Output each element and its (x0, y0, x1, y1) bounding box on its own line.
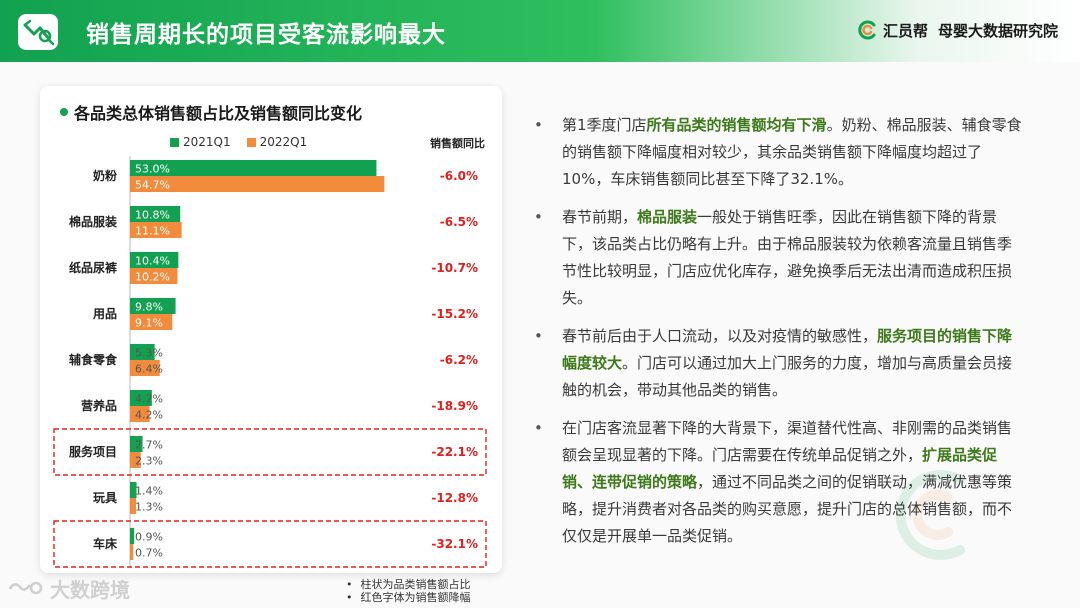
data-label-2021q1: 53.0% (135, 163, 170, 176)
legend-label-a: 2021Q1 (183, 135, 231, 149)
watermark-text: 大数跨境 (50, 578, 130, 602)
bar-2021q1 (130, 252, 179, 268)
data-label-2022q1: 54.7% (135, 179, 170, 192)
bullet-text: 一般处于销售旺季，因此在销售额下降的背景下，该品类占比仍略有上升。由于棉品服装较… (562, 208, 1013, 307)
highlight-text: 棉品服装 (637, 208, 698, 226)
data-label-2022q1: 11.1% (135, 225, 170, 238)
category-label: 辅食零食 (69, 352, 118, 367)
page-title: 销售周期长的项目受客流影响最大 (86, 22, 446, 48)
bar-2021q1 (130, 344, 155, 360)
data-label-2022q1: 9.1% (135, 317, 163, 330)
bar-2021q1 (130, 160, 377, 176)
bar-2021q1 (130, 390, 152, 406)
analysis-bullet: 第1季度门店所有品类的销售额均有下滑。奶粉、棉品服装、辅食零食的销售额下降幅度相… (534, 112, 1024, 193)
watermark-logo-icon (8, 581, 43, 594)
bar-2022q1 (130, 314, 173, 330)
yoy-value: -22.1% (431, 445, 478, 459)
category-label: 纸品尿裤 (69, 260, 117, 275)
data-label-2021q1: 10.4% (135, 255, 170, 268)
data-label-2021q1: 0.9% (135, 531, 163, 544)
data-label-2021q1: 1.4% (135, 485, 163, 498)
legend-swatch-a (170, 137, 179, 147)
bullet-text: 。奶粉、棉品服装、辅食零食的销售额下降幅度相对较少，其余品类销售额下降幅度均超过… (562, 116, 1022, 188)
bar-2022q1 (130, 452, 141, 468)
brand-subtitle: 母婴大数据研究院 (937, 21, 1058, 40)
bullet-text: 春节前后由于人口流动，以及对疫情的敏感性， (562, 327, 878, 345)
bar-2021q1 (130, 528, 135, 544)
note-item: • 柱状为品类销售额占比 (346, 578, 471, 591)
bar-2021q1 (130, 206, 181, 222)
yoy-value: -6.0% (440, 169, 478, 183)
data-label-2022q1: 4.2% (135, 409, 163, 422)
legend-item-a: 2021Q1 (170, 135, 231, 149)
analysis-bullet: 在门店客流显著下降的大背景下，渠道替代性高、非刚需的品类销售额会呈现显著的下降。… (534, 415, 1024, 550)
yoy-value: -32.1% (431, 537, 478, 551)
analysis-bullets: 第1季度门店所有品类的销售额均有下滑。奶粉、棉品服装、辅食零食的销售额下降幅度相… (534, 112, 1024, 561)
data-label-2022q1: 10.2% (135, 271, 170, 284)
bar-2022q1 (130, 360, 160, 376)
chart-down-icon (18, 14, 58, 50)
yoy-value: -6.5% (440, 215, 478, 229)
category-label: 服务项目 (69, 444, 117, 459)
bar-2022q1 (130, 222, 182, 238)
brand-name: 汇员帮 (882, 21, 928, 40)
category-label: 用品 (92, 307, 117, 321)
data-label-2021q1: 10.8% (135, 209, 170, 222)
watermark: 大数跨境 (6, 574, 130, 603)
bullet-text: 第1季度门店 (562, 116, 647, 134)
yoy-value: -10.7% (431, 261, 478, 275)
legend-label-b: 2022Q1 (259, 135, 308, 149)
data-label-2022q1: 1.3% (135, 501, 163, 514)
highlight-box (53, 520, 487, 568)
brand-logo-icon (858, 20, 876, 40)
legend-swatch-b (246, 137, 256, 147)
data-label-2021q1: 2.7% (135, 439, 163, 452)
bullet-text: 。门店可以通过加大上门服务的力度，增加与高质量会员接触的机会，带动其他品类的销售… (562, 354, 1013, 399)
brand: 汇员帮 母婴大数据研究院 (857, 19, 1058, 41)
yoy-value: -18.9% (431, 399, 478, 413)
data-label-2021q1: 4.7% (135, 393, 163, 406)
chart-title: 各品类总体销售额占比及销售额同比变化 (60, 100, 362, 124)
bar-2021q1 (130, 298, 176, 314)
highlight-box (53, 428, 487, 476)
highlight-text: 扩展品类促销、连带促销的策略 (562, 446, 998, 491)
data-label-2022q1: 2.3% (135, 455, 163, 468)
chart-notes: • 柱状为品类销售额占比 • 红色字体为销售额降幅 (346, 578, 471, 604)
chart-legend: 2021Q1 2022Q1 (170, 135, 307, 149)
note-item: • 红色字体为销售额降幅 (346, 591, 471, 604)
highlight-text: 所有品类的销售额均有下滑 (646, 116, 827, 134)
bar-2021q1 (130, 436, 143, 452)
bullet-text: 在门店客流显著下降的大背景下，渠道替代性高、非刚需的品类销售额会呈现显著的下降。… (562, 419, 1013, 464)
analysis-bullet: 春节前期，棉品服装一般处于销售旺季，因此在销售额下降的背景下，该品类占比仍略有上… (534, 204, 1024, 312)
yoy-value: -15.2% (431, 307, 478, 321)
category-label: 棉品服装 (69, 214, 117, 229)
bullet-text: 春节前期， (562, 208, 638, 226)
bar-2022q1 (130, 268, 178, 284)
data-label-2021q1: 5.3% (135, 347, 163, 360)
yoy-column-header: 销售额同比 (430, 137, 485, 150)
category-label: 奶粉 (93, 168, 117, 183)
bullet-text: ，通过不同品类之间的促销联动，满减优惠等策略，提升消费者对各品类的购买意愿，提升… (562, 473, 1013, 545)
data-label-2022q1: 0.7% (135, 547, 163, 560)
title-dot-icon (60, 108, 68, 116)
legend-item-b: 2022Q1 (246, 135, 308, 149)
bar-2022q1 (130, 498, 137, 514)
data-label-2022q1: 6.4% (135, 363, 163, 376)
category-label: 营养品 (81, 398, 117, 413)
bar-2022q1 (130, 544, 134, 560)
bar-2022q1 (130, 176, 385, 192)
category-label: 车床 (93, 536, 118, 551)
analysis-bullet: 春节前后由于人口流动，以及对疫情的敏感性，服务项目的销售下降幅度较大。门店可以通… (534, 323, 1024, 404)
bar-2022q1 (130, 406, 150, 422)
yoy-value: -6.2% (440, 353, 478, 367)
bar-2021q1 (130, 482, 137, 498)
yoy-value: -12.8% (431, 491, 478, 505)
highlight-text: 服务项目的销售下降幅度较大 (562, 327, 1013, 372)
category-label: 玩具 (93, 491, 117, 505)
chart-title-text: 各品类总体销售额占比及销售额同比变化 (74, 104, 363, 123)
data-label-2021q1: 9.8% (135, 301, 163, 314)
header-bar: 销售周期长的项目受客流影响最大 汇员帮 母婴大数据研究院 (0, 0, 1080, 62)
